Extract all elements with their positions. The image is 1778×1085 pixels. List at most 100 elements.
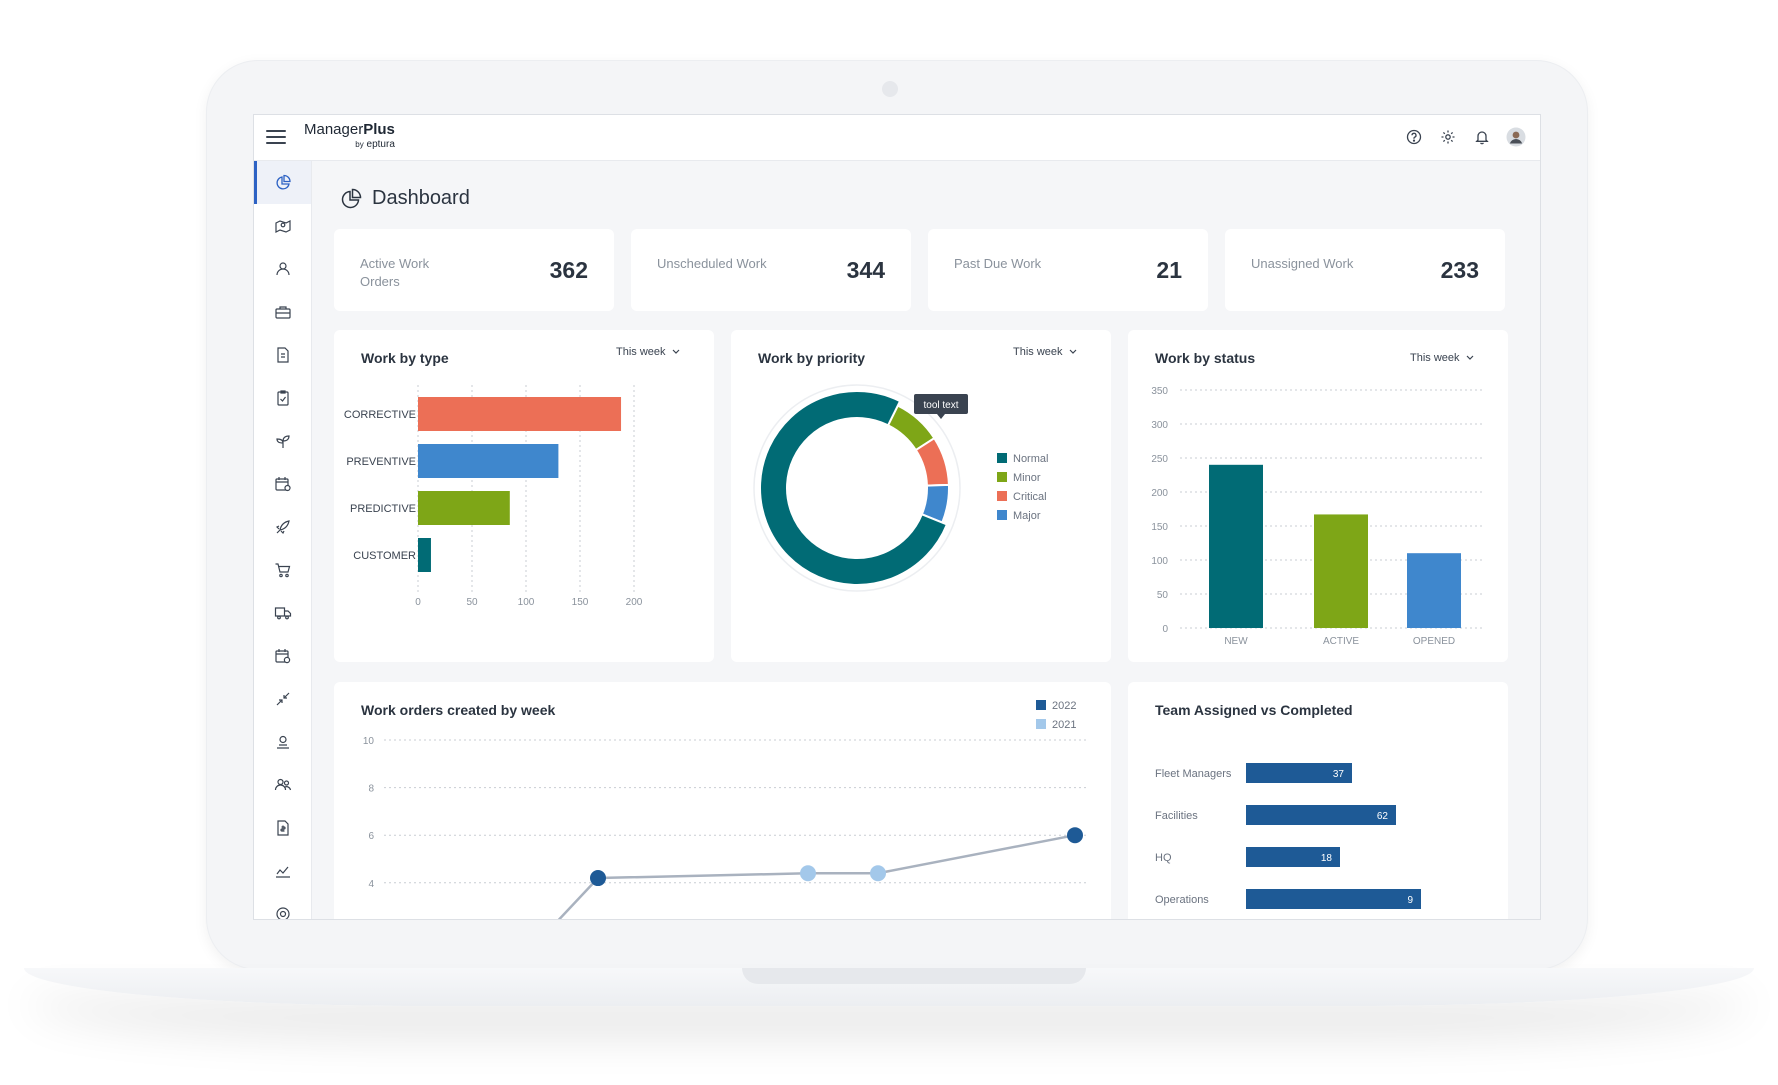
sidebar-item-settings[interactable] (254, 892, 311, 919)
y-tick-label: 300 (1151, 420, 1168, 431)
bar (1246, 847, 1340, 867)
kpi-unassigned-work[interactable]: Unassigned Work 233 (1225, 229, 1505, 311)
sidebar-item-location[interactable] (254, 720, 311, 763)
y-tick-label: 10 (363, 736, 375, 747)
tooltip-text: tool text (923, 400, 958, 411)
sidebar-item-rocket[interactable] (254, 505, 311, 548)
y-tick-label: 150 (1151, 522, 1168, 533)
sidebar-item-cart[interactable] (254, 548, 311, 591)
bar (1246, 889, 1421, 909)
data-point (1067, 827, 1083, 844)
kpi-past-due-work[interactable]: Past Due Work 21 (928, 229, 1208, 311)
legend-swatch (997, 510, 1007, 520)
sidebar-item-calendar[interactable] (254, 462, 311, 505)
legend-label: 2021 (1052, 719, 1076, 731)
main-content: Dashboard Active Work Orders 362 Unschedu… (312, 161, 1540, 919)
legend-label: 2022 (1052, 700, 1076, 712)
sidebar-item-user[interactable] (254, 247, 311, 290)
bar (418, 444, 559, 478)
gear-icon[interactable] (1438, 127, 1458, 147)
sidebar-item-truck[interactable] (254, 591, 311, 634)
bar (1246, 805, 1396, 825)
category-label: HQ (1155, 852, 1172, 864)
filter-dropdown-work-by-type[interactable]: This week (616, 346, 680, 358)
y-tick-label: 250 (1151, 454, 1168, 465)
data-label: 9 (1407, 895, 1413, 906)
card-work-by-status: Work by status This week 0 50 100 150 200 250… (1128, 330, 1508, 662)
hamburger-menu-icon[interactable] (266, 128, 286, 146)
tooltip-box (914, 394, 968, 414)
bar (418, 397, 622, 431)
y-tick-label: 6 (368, 831, 374, 842)
donut-outline (753, 384, 961, 592)
y-tick-label: 100 (1151, 556, 1168, 567)
bar (1407, 553, 1461, 628)
card-title: Team Assigned vs Completed (1155, 702, 1353, 718)
chevron-down-icon (1466, 355, 1473, 360)
y-tick-label: 4 (368, 879, 374, 890)
sidebar-item-users[interactable] (254, 763, 311, 806)
card-work-by-type: Work by type This week 0 50 100 150 200 CORRE… (334, 330, 714, 662)
y-tick-label: 200 (1151, 488, 1168, 499)
category-label: CUSTOMER (353, 550, 416, 562)
y-tick-label: 50 (1157, 590, 1169, 601)
sidebar-item-clipboard[interactable] (254, 376, 311, 419)
category-label: ACTIVE (1323, 636, 1359, 647)
card-title: Work orders created by week (361, 702, 556, 718)
legend-swatch (997, 472, 1007, 482)
legend-swatch (997, 453, 1007, 463)
sidebar-item-calendar-gear[interactable] (254, 634, 311, 677)
bar (1314, 514, 1368, 628)
bar (418, 538, 431, 572)
bar (418, 491, 510, 525)
x-tick-label: 150 (572, 597, 589, 608)
y-tick-label: 350 (1151, 386, 1168, 397)
donut-slice (759, 390, 949, 586)
data-point (870, 865, 886, 882)
category-label: NEW (1224, 636, 1248, 647)
series-line (557, 833, 1076, 919)
data-label: 18 (1321, 853, 1333, 864)
app-logo[interactable]: ManagerPlus by eptura (304, 121, 395, 150)
sidebar-item-toolbox[interactable] (254, 290, 311, 333)
card-title: Work by type (361, 350, 449, 366)
filter-dropdown-work-by-status[interactable]: This week (1410, 352, 1474, 364)
category-label: Operations (1155, 894, 1209, 906)
sidebar-item-plant[interactable] (254, 419, 311, 462)
chevron-down-icon (1069, 349, 1076, 354)
sidebar-item-document[interactable] (254, 333, 311, 376)
sidebar-item-map[interactable] (254, 204, 311, 247)
sidebar-item-reports[interactable] (254, 849, 311, 892)
category-label: PREDICTIVE (350, 503, 416, 515)
legend-swatch (1036, 700, 1046, 710)
x-tick-label: 200 (626, 597, 643, 608)
x-tick-label: 0 (415, 597, 421, 608)
legend-label: Major (1013, 510, 1041, 522)
card-work-by-priority: Work by priority This week tool text Norm… (731, 330, 1111, 662)
legend-label: Normal (1013, 453, 1048, 465)
card-team-assigned-vs-completed: Team Assigned vs Completed Fleet Manager… (1128, 682, 1508, 919)
laptop-notch (742, 968, 1086, 984)
bar (1209, 464, 1263, 628)
card-title: Work by priority (758, 350, 866, 366)
kpi-unscheduled-work[interactable]: Unscheduled Work 344 (631, 229, 911, 311)
bell-icon[interactable] (1472, 127, 1492, 147)
sidebar-item-invoice[interactable] (254, 806, 311, 849)
legend-label: Minor (1013, 472, 1041, 484)
avatar[interactable] (1506, 127, 1526, 147)
sidebar-item-dashboard[interactable] (254, 161, 311, 204)
sidebar-item-collapse[interactable] (254, 677, 311, 720)
tooltip-arrow (937, 414, 945, 419)
help-icon[interactable] (1404, 127, 1424, 147)
x-tick-label: 100 (518, 597, 535, 608)
legend-swatch (997, 491, 1007, 501)
sidebar (254, 161, 312, 919)
dashboard-icon (341, 188, 362, 208)
y-tick-label: 0 (1162, 624, 1168, 635)
card-work-orders-by-week: Work orders created by week 4 6 8 10 2022 202… (334, 682, 1111, 919)
laptop-base (24, 968, 1754, 1006)
kpi-active-work-orders[interactable]: Active Work Orders 362 (334, 229, 614, 311)
top-bar: ManagerPlus by eptura (254, 115, 1540, 161)
page-title: Dashboard (372, 187, 470, 209)
filter-dropdown-work-by-priority[interactable]: This week (1013, 346, 1077, 358)
